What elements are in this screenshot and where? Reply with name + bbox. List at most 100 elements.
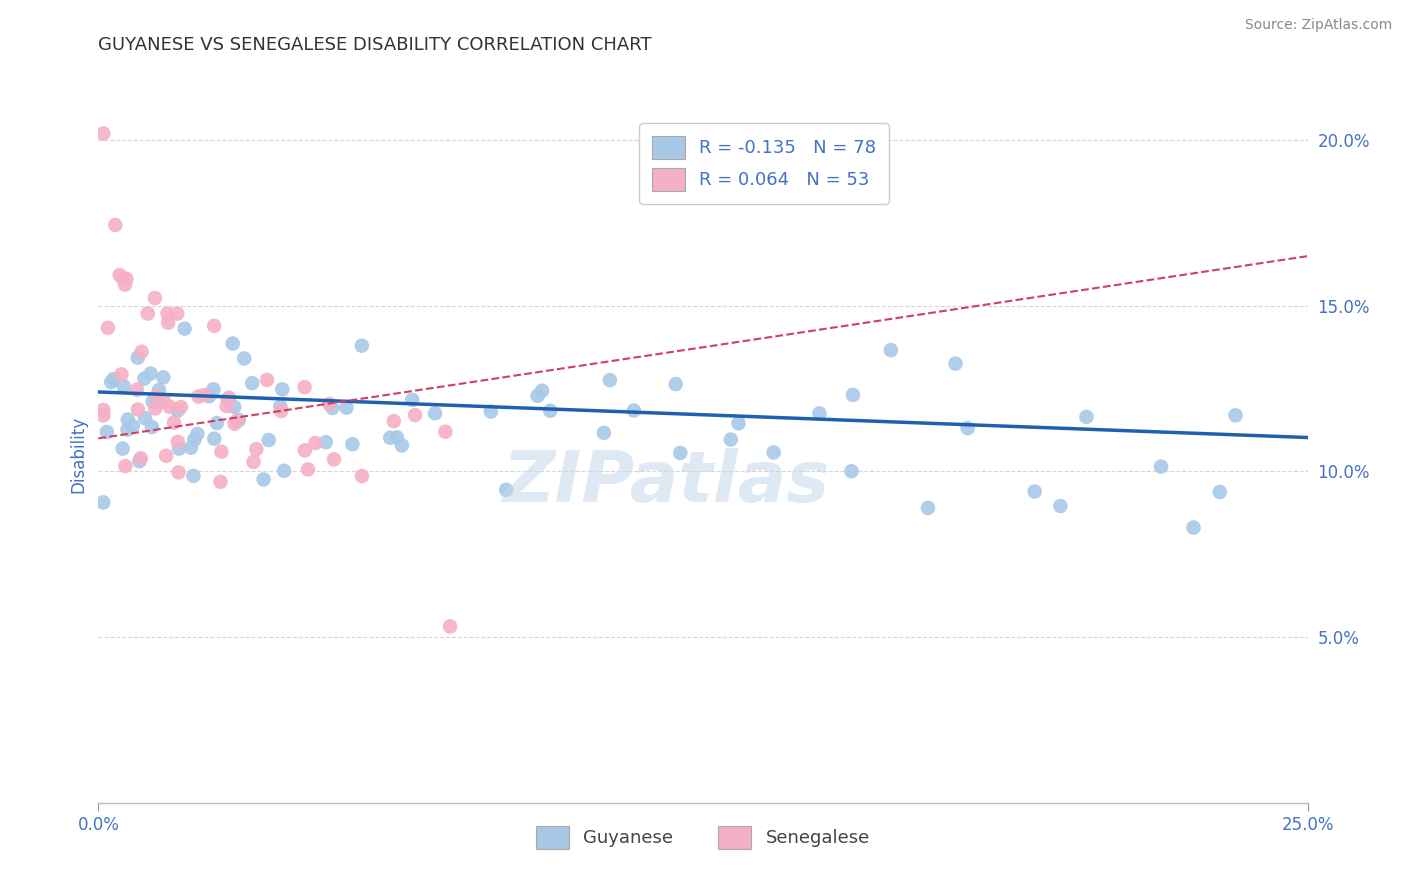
Point [139, 367, 162, 381]
Point [193, 388, 215, 402]
Y-axis label: Disability: Disability [69, 417, 87, 493]
Point [166, 403, 188, 417]
Point [762, 445, 785, 459]
Point [323, 452, 346, 467]
Text: ZIPatlas: ZIPatlas [503, 449, 831, 517]
Point [143, 291, 166, 305]
Point [669, 446, 692, 460]
Point [156, 307, 179, 321]
Point [134, 371, 156, 385]
Point [315, 435, 337, 450]
Point [145, 389, 167, 403]
Point [127, 351, 149, 365]
Point [841, 464, 863, 478]
Point [401, 392, 423, 407]
Point [115, 272, 138, 286]
Text: GUYANESE VS SENEGALESE DISABILITY CORRELATION CHART: GUYANESE VS SENEGALESE DISABILITY CORREL… [98, 36, 652, 54]
Point [143, 401, 166, 416]
Point [218, 391, 240, 405]
Point [217, 392, 239, 406]
Point [153, 394, 176, 409]
Point [318, 397, 340, 411]
Point [202, 432, 225, 446]
Point [167, 466, 190, 480]
Point [215, 399, 238, 413]
Point [531, 384, 554, 398]
Point [270, 404, 292, 418]
Point [439, 619, 461, 633]
Point [245, 442, 267, 457]
Point [1049, 499, 1071, 513]
Point [404, 408, 426, 422]
Point [917, 500, 939, 515]
Point [91, 402, 114, 417]
Point [183, 468, 205, 483]
Point [1182, 520, 1205, 534]
Point [91, 127, 114, 141]
Point [495, 483, 517, 497]
Point [945, 357, 967, 371]
Point [271, 382, 294, 396]
Point [665, 377, 688, 392]
Point [187, 390, 209, 404]
Point [382, 414, 405, 428]
Point [97, 320, 120, 334]
Point [727, 417, 749, 431]
Point [209, 475, 232, 489]
Point [599, 373, 621, 387]
Point [880, 343, 903, 358]
Point [350, 469, 373, 483]
Point [155, 449, 177, 463]
Point [114, 458, 136, 473]
Point [159, 400, 181, 414]
Point [128, 454, 150, 468]
Point [129, 451, 152, 466]
Point [1150, 459, 1173, 474]
Point [225, 414, 247, 428]
Point [146, 395, 169, 409]
Point [385, 430, 408, 444]
Point [269, 400, 291, 414]
Point [117, 423, 139, 437]
Point [110, 368, 132, 382]
Point [166, 307, 188, 321]
Point [842, 388, 865, 402]
Point [380, 431, 402, 445]
Point [141, 420, 163, 434]
Point [134, 411, 156, 425]
Point [186, 426, 208, 441]
Point [148, 383, 170, 397]
Point [1076, 409, 1098, 424]
Point [91, 495, 114, 509]
Point [1024, 484, 1046, 499]
Point [720, 433, 742, 447]
Point [183, 433, 205, 447]
Point [342, 437, 364, 451]
Point [350, 339, 373, 353]
Legend: Guyanese, Senegalese: Guyanese, Senegalese [529, 819, 877, 856]
Point [240, 376, 263, 391]
Point [538, 403, 561, 417]
Point [157, 316, 180, 330]
Point [224, 400, 246, 414]
Point [1225, 409, 1247, 423]
Point [256, 373, 278, 387]
Point [202, 318, 225, 333]
Point [117, 412, 139, 426]
Point [167, 442, 190, 456]
Point [104, 218, 127, 232]
Point [434, 425, 457, 439]
Point [321, 401, 343, 415]
Point [304, 436, 326, 450]
Point [152, 370, 174, 384]
Point [273, 464, 295, 478]
Point [228, 413, 250, 427]
Point [100, 375, 122, 389]
Point [131, 344, 153, 359]
Point [297, 462, 319, 476]
Point [479, 404, 502, 418]
Point [112, 379, 135, 393]
Point [173, 321, 195, 335]
Point [198, 389, 221, 403]
Point [136, 307, 159, 321]
